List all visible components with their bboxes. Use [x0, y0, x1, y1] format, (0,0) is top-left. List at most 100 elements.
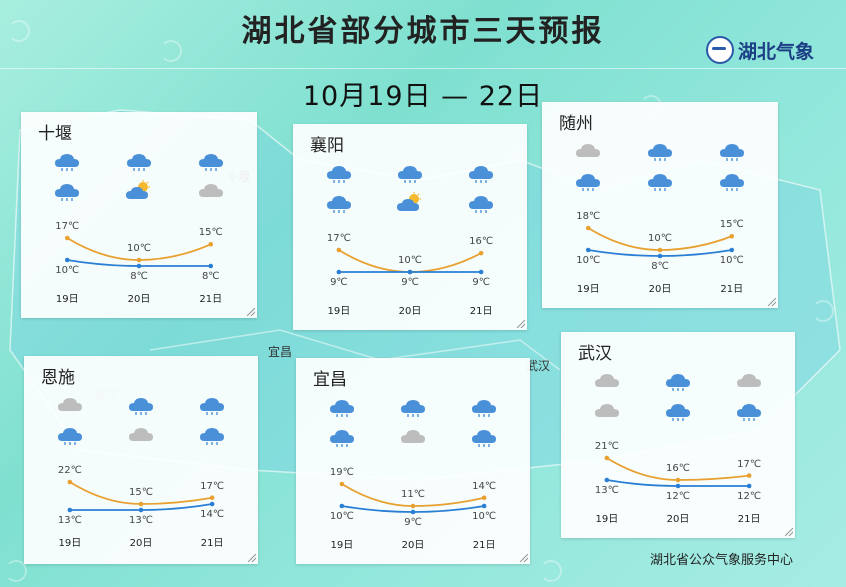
partly-sunny-icon — [396, 192, 424, 214]
rain-cloud-icon — [198, 424, 226, 446]
high-temp-line-point — [657, 247, 663, 253]
high-temp-line-point — [64, 235, 70, 241]
page-title: 湖北省部分城市三天预报 — [241, 14, 605, 49]
high-temp-label: 18℃ — [576, 211, 601, 222]
low-temp-line-point — [410, 509, 416, 515]
resize-handle-icon — [247, 308, 255, 316]
cloudy-icon — [56, 394, 84, 416]
rain-cloud-icon — [325, 162, 353, 184]
day-label: 20日 — [127, 294, 151, 305]
partly-sunny-icon — [125, 180, 153, 202]
city-card-wuhan: 武汉 21℃ 16℃ 17℃ 13℃ 12℃ 12℃ 19日 20日 21日 — [561, 332, 795, 538]
low-temp-line-point — [339, 503, 345, 509]
low-temp-line-point — [604, 477, 610, 483]
temperature-curves — [339, 481, 487, 515]
high-temp-line-point — [67, 479, 73, 485]
decor-swirl — [8, 20, 30, 42]
decor-swirl — [160, 40, 182, 62]
day-label: 19日 — [55, 294, 79, 305]
low-temp-label: 8℃ — [201, 271, 220, 282]
cloudy-icon — [593, 370, 621, 392]
cloudy-icon — [197, 180, 225, 202]
city-name: 宜昌 — [313, 370, 347, 390]
low-temp-line-point — [675, 483, 681, 489]
low-temp-line-point — [746, 483, 752, 489]
day-label: 19日 — [327, 306, 351, 317]
high-temp-label: 15℃ — [719, 219, 744, 231]
day-label: 20日 — [129, 538, 153, 549]
rain-cloud-icon — [718, 140, 746, 162]
footer-source: 湖北省公众气象服务中心 — [650, 553, 794, 568]
high-temp-line-point — [729, 233, 735, 239]
temperature-curves — [604, 455, 752, 489]
low-temp-label: 10℃ — [576, 255, 601, 266]
city-name: 十堰 — [38, 124, 72, 144]
decor-swirl — [540, 560, 562, 582]
city-card-suizhou: 随州 18℃ 10℃ 15℃ 10℃ 8℃ 10℃ 19日 20日 21日 — [542, 102, 778, 308]
city-name: 随州 — [559, 114, 593, 134]
high-temp-line-point — [339, 481, 345, 487]
rain-cloud-icon — [664, 400, 692, 422]
high-temp-line-point — [208, 241, 214, 247]
high-temp-label: 19℃ — [329, 467, 354, 478]
rain-cloud-icon — [646, 140, 674, 162]
day-label: 21日 — [200, 538, 224, 549]
high-temp-line-point — [138, 501, 144, 507]
high-temp-label: 16℃ — [469, 236, 494, 248]
high-temp-line-point — [136, 257, 142, 263]
logo-text: 湖北气象 — [738, 40, 815, 63]
low-temp-label: 10℃ — [472, 511, 497, 522]
high-temp-label: 17℃ — [326, 233, 351, 244]
rain-cloud-icon — [197, 150, 225, 172]
high-temp-label: 10℃ — [398, 255, 422, 266]
temperature-curves — [64, 235, 214, 269]
low-temp-label: 8℃ — [130, 271, 148, 282]
low-temp-label: 12℃ — [666, 491, 690, 502]
city-name: 恩施 — [41, 368, 75, 388]
resize-handle-icon — [768, 298, 776, 306]
rain-cloud-icon — [328, 396, 356, 418]
rain-cloud-icon — [718, 170, 746, 192]
low-temp-line-point — [478, 269, 484, 275]
city-card-shiyan: 十堰 17℃ 10℃ 15℃ 10℃ 8℃ 8℃ 19日 20日 21日 — [21, 112, 257, 318]
high-temp-label: 10℃ — [648, 233, 672, 244]
high-temp-line-point — [481, 495, 487, 501]
rain-cloud-icon — [735, 400, 763, 422]
day-label: 20日 — [401, 540, 425, 551]
low-temp-line-point — [729, 247, 735, 253]
temperature-curves — [336, 247, 484, 275]
rain-cloud-icon — [325, 192, 353, 214]
day-label: 19日 — [595, 514, 619, 525]
low-temp-line-point — [481, 503, 487, 509]
rain-cloud-icon — [53, 150, 81, 172]
rain-cloud-icon — [56, 424, 84, 446]
rain-cloud-icon — [127, 394, 155, 416]
rain-cloud-icon — [328, 426, 356, 448]
low-temp-label: 9℃ — [404, 517, 422, 528]
day-label: 21日 — [472, 540, 496, 551]
low-temp-line-point — [136, 263, 142, 269]
rain-cloud-icon — [125, 150, 153, 172]
high-temp-line-point — [675, 477, 681, 483]
low-temp-line-point — [407, 269, 413, 275]
high-temp-line-point — [746, 473, 752, 478]
low-temp-label: 10℃ — [329, 511, 354, 522]
city-name: 武汉 — [578, 344, 612, 364]
low-temp-label: 8℃ — [651, 261, 669, 272]
rain-cloud-icon — [470, 396, 498, 418]
map-label-wuhan: 武汉 — [526, 359, 551, 373]
rain-cloud-icon — [399, 396, 427, 418]
low-temp-label: 9℃ — [330, 277, 348, 288]
high-temp-line-point — [336, 247, 342, 253]
low-temp-line-point — [585, 247, 591, 253]
low-temp-label: 12℃ — [737, 491, 762, 502]
high-temp-label: 17℃ — [55, 221, 80, 232]
temperature-curves — [67, 479, 215, 513]
high-temp-line-point — [478, 250, 484, 256]
day-label: 21日 — [199, 294, 223, 305]
day-label: 20日 — [648, 284, 672, 295]
day-label: 19日 — [330, 540, 354, 551]
day-label: 21日 — [720, 284, 744, 295]
cloudy-icon — [127, 424, 155, 446]
low-temp-label: 9℃ — [401, 277, 419, 288]
